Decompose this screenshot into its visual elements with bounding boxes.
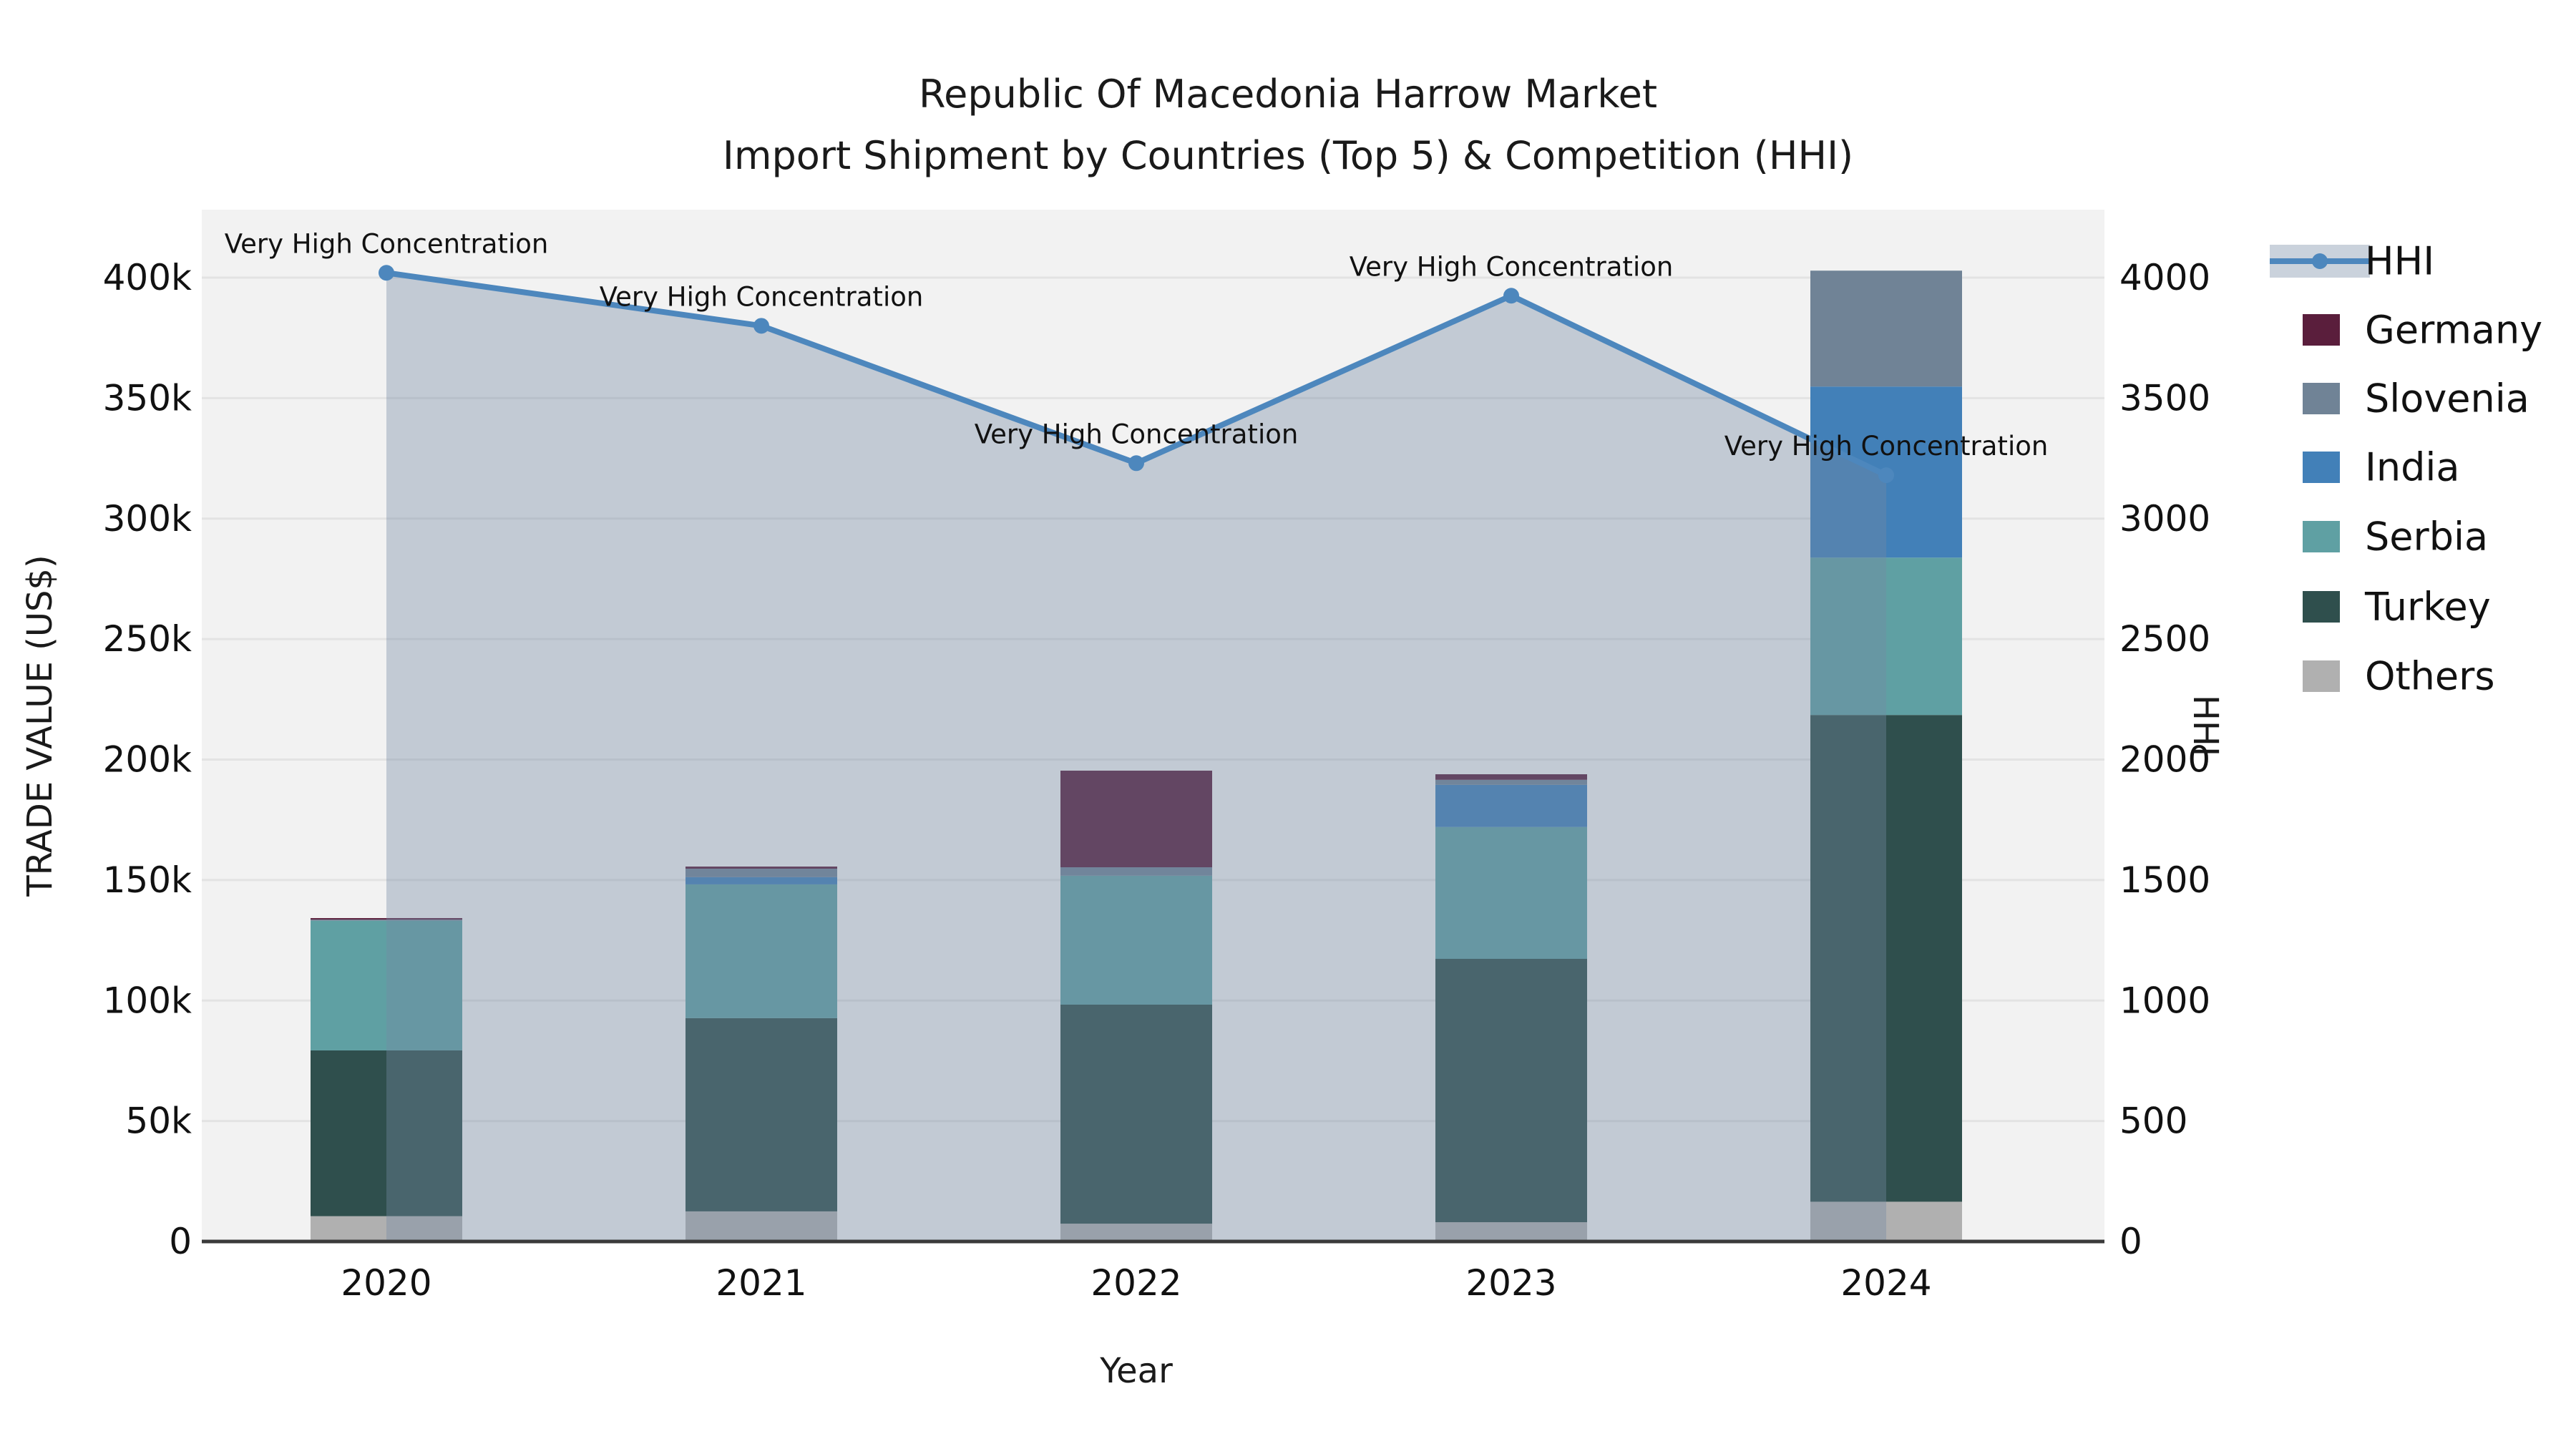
hhi-marker-2022 <box>1128 455 1144 472</box>
x-tick-label-2021: 2021 <box>716 1262 806 1304</box>
y-axis-title-right: HHI <box>2185 694 2225 757</box>
annotation-2021: Very High Concentration <box>600 281 924 312</box>
bar-segment-germany-2021 <box>686 867 837 869</box>
legend-swatch-india <box>2303 452 2340 483</box>
legend-swatch-turkey <box>2303 591 2340 623</box>
bar-segment-turkey-2022 <box>1060 1004 1212 1224</box>
y-left-tick-label: 0 <box>169 1221 192 1262</box>
y-right-tick-label: 1500 <box>2119 859 2210 901</box>
y-left-tick-label: 50k <box>125 1101 192 1142</box>
hhi-marker-2021 <box>753 318 769 334</box>
bar-segment-others-2024 <box>1810 1201 1962 1241</box>
y-right-tick-label: 0 <box>2119 1221 2142 1262</box>
bar-segment-turkey-2021 <box>686 1018 837 1211</box>
legend-swatch-serbia <box>2303 521 2340 552</box>
hhi-marker-2024 <box>1878 467 1894 484</box>
bar-segment-others-2021 <box>686 1211 837 1241</box>
bar-segment-serbia-2021 <box>686 884 837 1018</box>
bars-group <box>311 270 1962 1241</box>
bar-segment-slovenia-2021 <box>686 869 837 877</box>
legend-swatch-others <box>2303 660 2340 692</box>
legend: HHI Germany Slovenia India Serbia Turkey Other… <box>2270 239 2542 699</box>
annotation-2024: Very High Concentration <box>1724 431 2049 462</box>
hhi-marker-2020 <box>379 265 394 281</box>
bar-segment-slovenia-2020 <box>311 919 462 921</box>
bar-segment-serbia-2020 <box>311 920 462 1050</box>
bar-segment-turkey-2020 <box>311 1050 462 1216</box>
legend-hhi-marker <box>2312 253 2328 269</box>
y-left-tick-label: 350k <box>103 377 192 419</box>
chart-title-line-2: Import Shipment by Countries (Top 5) & C… <box>722 133 1854 178</box>
bar-segment-germany-2020 <box>311 918 462 920</box>
hhi-marker-2023 <box>1503 288 1519 304</box>
bar-segment-india-2023 <box>1435 784 1587 827</box>
bar-segment-serbia-2022 <box>1060 875 1212 1005</box>
bar-segment-turkey-2023 <box>1435 958 1587 1223</box>
bar-segment-germany-2023 <box>1435 774 1587 780</box>
bar-segment-germany-2022 <box>1060 770 1212 868</box>
legend-label-serbia: Serbia <box>2365 514 2488 560</box>
y-left-tick-label: 150k <box>103 859 192 901</box>
x-tick-label-2024: 2024 <box>1840 1262 1931 1304</box>
legend-label-others: Others <box>2365 654 2494 699</box>
legend-swatch-slovenia <box>2303 383 2340 414</box>
legend-label-turkey: Turkey <box>2364 585 2491 630</box>
annotation-2023: Very High Concentration <box>1350 251 1674 282</box>
bar-segment-turkey-2024 <box>1810 715 1962 1202</box>
x-tick-label-2022: 2022 <box>1091 1262 1181 1304</box>
y-right-tick-label: 2000 <box>2119 739 2210 781</box>
y-left-tick-label: 100k <box>103 980 192 1021</box>
y-left-tick-label: 200k <box>103 739 192 781</box>
y-right-tick-label: 3000 <box>2119 498 2210 540</box>
legend-label-slovenia: Slovenia <box>2365 376 2529 421</box>
legend-label-india: India <box>2365 445 2460 490</box>
bar-segment-others-2022 <box>1060 1224 1212 1241</box>
y-right-tick-label: 2500 <box>2119 618 2210 660</box>
y-right-tick-label: 1000 <box>2119 980 2210 1021</box>
x-tick-label-2023: 2023 <box>1465 1262 1556 1304</box>
bar-segment-slovenia-2023 <box>1435 779 1587 785</box>
bar-segment-slovenia-2022 <box>1060 867 1212 876</box>
chart-title-line-1: Republic Of Macedonia Harrow Market <box>919 72 1657 117</box>
annotation-2020: Very High Concentration <box>225 228 549 259</box>
y-right-tick-label: 500 <box>2119 1101 2187 1142</box>
annotation-2022: Very High Concentration <box>975 419 1299 449</box>
x-tick-label-2020: 2020 <box>341 1262 431 1304</box>
bar-segment-slovenia-2024 <box>1810 270 1962 387</box>
y-left-tick-label: 300k <box>103 498 192 540</box>
bar-segment-serbia-2024 <box>1810 557 1962 716</box>
hhi-area-fill <box>386 273 1886 1241</box>
y-right-tick-label: 4000 <box>2119 257 2210 298</box>
bar-segment-india-2021 <box>686 877 837 884</box>
y-left-tick-label: 400k <box>103 257 192 298</box>
legend-label-germany: Germany <box>2365 308 2542 353</box>
x-axis-title: Year <box>1100 1351 1173 1391</box>
y-axis-title-left: TRADE VALUE (US$) <box>20 555 60 897</box>
bar-segment-others-2020 <box>311 1216 462 1241</box>
bar-segment-others-2023 <box>1435 1222 1587 1241</box>
y-left-tick-label: 250k <box>103 618 192 660</box>
legend-swatch-germany <box>2303 314 2340 346</box>
y-right-tick-label: 3500 <box>2119 377 2210 419</box>
bar-segment-serbia-2023 <box>1435 826 1587 959</box>
legend-label-hhi: HHI <box>2365 239 2434 284</box>
